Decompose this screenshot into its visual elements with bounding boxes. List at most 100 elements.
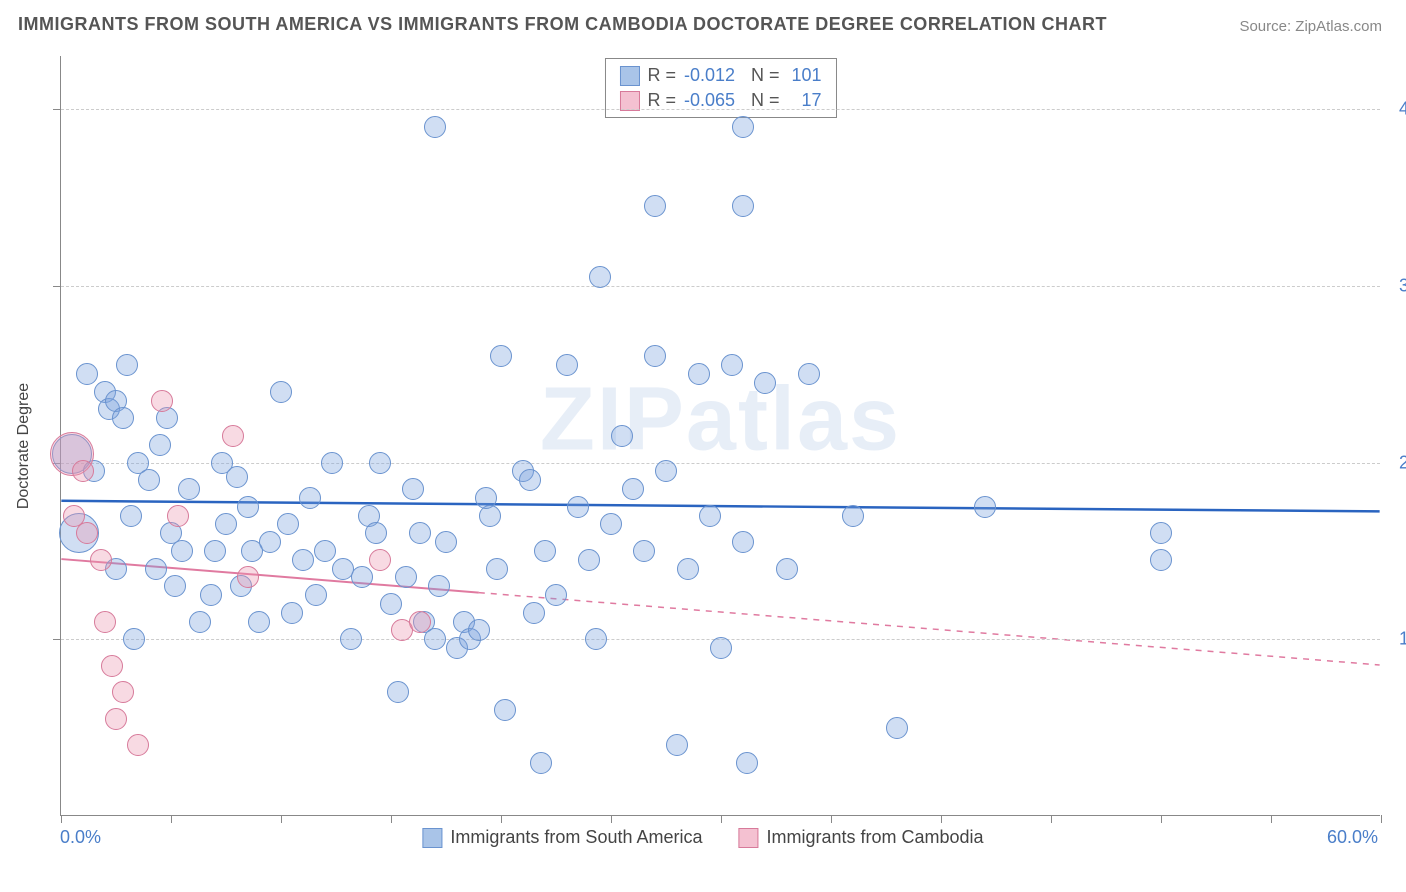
- point-cambodia: [409, 611, 431, 633]
- point-south-america: [226, 466, 248, 488]
- point-south-america: [688, 363, 710, 385]
- point-cambodia: [167, 505, 189, 527]
- point-south-america: [677, 558, 699, 580]
- point-cambodia: [105, 708, 127, 730]
- x-tick-mark: [501, 815, 502, 823]
- point-south-america: [332, 558, 354, 580]
- point-south-america: [189, 611, 211, 633]
- point-south-america: [655, 460, 677, 482]
- y-tick-mark: [53, 639, 61, 640]
- point-south-america: [974, 496, 996, 518]
- point-south-america: [710, 637, 732, 659]
- point-south-america: [523, 602, 545, 624]
- point-south-america: [578, 549, 600, 571]
- point-south-america: [402, 478, 424, 500]
- chart-container: IMMIGRANTS FROM SOUTH AMERICA VS IMMIGRA…: [0, 0, 1406, 892]
- point-south-america: [149, 434, 171, 456]
- legend-label: Immigrants from Cambodia: [767, 827, 984, 848]
- point-south-america: [721, 354, 743, 376]
- stat-r-value: -0.012: [684, 63, 738, 88]
- point-south-america: [204, 540, 226, 562]
- point-south-america: [123, 628, 145, 650]
- point-south-america: [299, 487, 321, 509]
- point-south-america: [248, 611, 270, 633]
- point-south-america: [519, 469, 541, 491]
- point-south-america: [145, 558, 167, 580]
- point-cambodia: [151, 390, 173, 412]
- point-south-america: [732, 195, 754, 217]
- point-south-america: [666, 734, 688, 756]
- legend-item: Immigrants from South America: [422, 827, 702, 848]
- point-south-america: [237, 496, 259, 518]
- gridline: [61, 109, 1380, 110]
- point-south-america: [215, 513, 237, 535]
- point-south-america: [387, 681, 409, 703]
- x-tick-mark: [61, 815, 62, 823]
- legend-swatch: [619, 66, 639, 86]
- trendlines-layer: [61, 56, 1380, 815]
- point-south-america: [164, 575, 186, 597]
- point-south-america: [494, 699, 516, 721]
- point-cambodia: [369, 549, 391, 571]
- point-south-america: [281, 602, 303, 624]
- point-south-america: [112, 407, 134, 429]
- legend-swatch: [619, 91, 639, 111]
- x-tick-mark: [391, 815, 392, 823]
- point-cambodia: [222, 425, 244, 447]
- point-south-america: [585, 628, 607, 650]
- point-south-america: [776, 558, 798, 580]
- point-cambodia: [76, 522, 98, 544]
- stat-r-label: R =: [647, 63, 676, 88]
- point-south-america: [732, 116, 754, 138]
- x-tick-mark: [941, 815, 942, 823]
- stats-legend-row: R =-0.012 N =101: [619, 63, 821, 88]
- point-south-america: [241, 540, 263, 562]
- point-south-america: [490, 345, 512, 367]
- point-south-america: [369, 452, 391, 474]
- point-south-america: [736, 752, 758, 774]
- stat-n-label: N =: [746, 63, 780, 88]
- point-south-america: [644, 345, 666, 367]
- x-tick-mark: [171, 815, 172, 823]
- point-south-america: [842, 505, 864, 527]
- point-south-america: [409, 522, 431, 544]
- x-tick-mark: [281, 815, 282, 823]
- point-south-america: [435, 531, 457, 553]
- point-south-america: [589, 266, 611, 288]
- point-south-america: [567, 496, 589, 518]
- point-south-america: [633, 540, 655, 562]
- legend-item: Immigrants from Cambodia: [739, 827, 984, 848]
- point-cambodia: [90, 549, 112, 571]
- point-south-america: [534, 540, 556, 562]
- point-south-america: [556, 354, 578, 376]
- point-south-america: [365, 522, 387, 544]
- gridline: [61, 286, 1380, 287]
- point-cambodia: [94, 611, 116, 633]
- point-south-america: [424, 628, 446, 650]
- point-south-america: [178, 478, 200, 500]
- point-south-america: [1150, 549, 1172, 571]
- point-south-america: [380, 593, 402, 615]
- point-cambodia: [127, 734, 149, 756]
- point-south-america: [120, 505, 142, 527]
- point-south-america: [138, 469, 160, 491]
- point-south-america: [475, 487, 497, 509]
- x-tick-mark: [1381, 815, 1382, 823]
- x-min-label: 0.0%: [60, 827, 101, 848]
- point-south-america: [171, 540, 193, 562]
- point-south-america: [321, 452, 343, 474]
- legend-label: Immigrants from South America: [450, 827, 702, 848]
- point-south-america: [395, 566, 417, 588]
- point-south-america: [270, 381, 292, 403]
- x-tick-mark: [611, 815, 612, 823]
- y-axis-label: Doctorate Degree: [15, 383, 33, 509]
- trendline-dashed: [479, 593, 1380, 665]
- point-south-america: [754, 372, 776, 394]
- point-south-america: [305, 584, 327, 606]
- x-tick-mark: [1271, 815, 1272, 823]
- point-south-america: [351, 566, 373, 588]
- point-south-america: [886, 717, 908, 739]
- point-south-america: [468, 619, 490, 641]
- point-south-america: [314, 540, 336, 562]
- y-tick-mark: [53, 109, 61, 110]
